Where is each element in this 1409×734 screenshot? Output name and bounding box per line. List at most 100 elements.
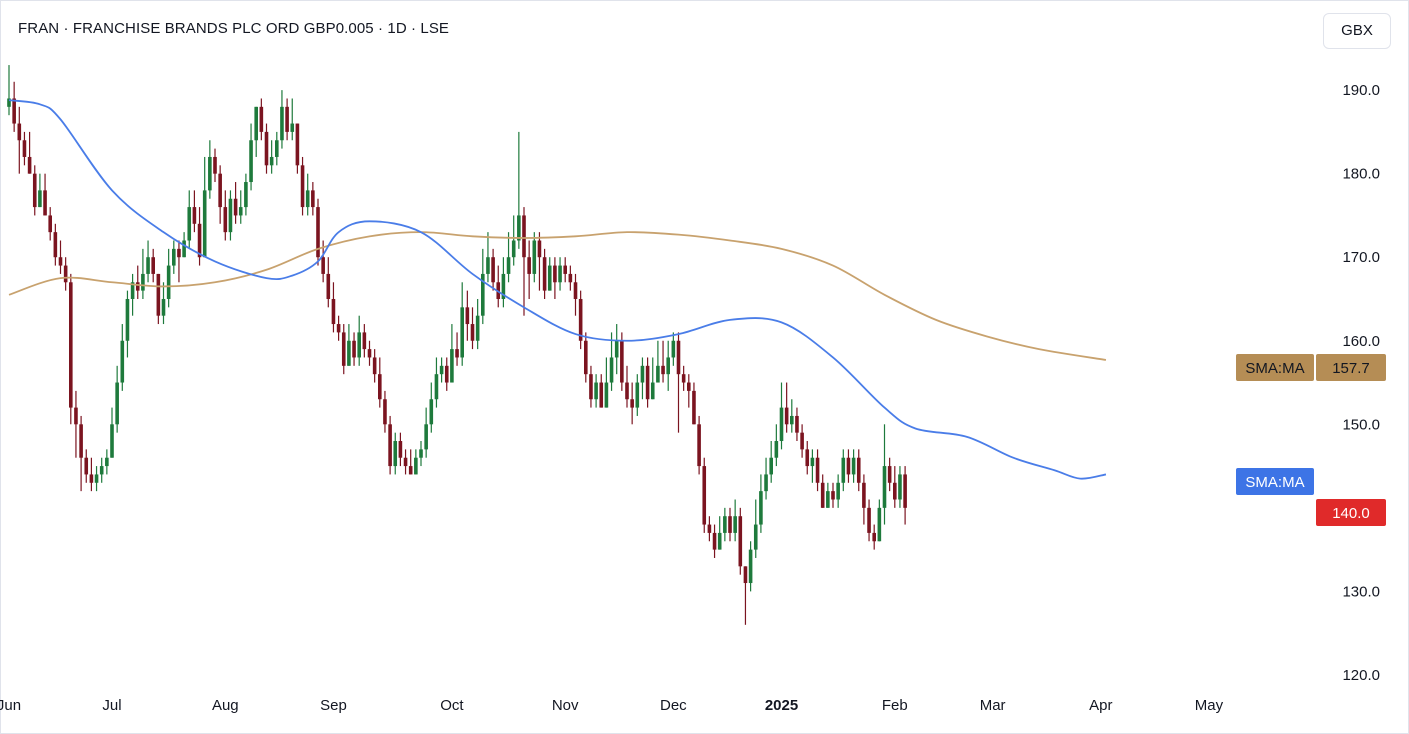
- candle-body: [846, 457, 851, 475]
- candle-body: [305, 190, 310, 208]
- candle: [532, 232, 537, 283]
- candle: [738, 507, 743, 575]
- candle: [769, 441, 773, 483]
- candle: [841, 449, 846, 492]
- candle: [357, 315, 361, 366]
- candle: [676, 332, 681, 433]
- candle: [12, 81, 16, 132]
- candle: [501, 257, 506, 308]
- candle-body: [661, 365, 665, 375]
- candle-body: [439, 365, 444, 375]
- candles-layer: [7, 65, 907, 625]
- candle-body: [223, 207, 228, 233]
- candle: [285, 98, 289, 141]
- x-tick-label: Nov: [552, 697, 579, 714]
- candle: [331, 282, 336, 333]
- candle-body: [419, 449, 423, 458]
- candle-body: [27, 156, 32, 174]
- candle: [717, 516, 722, 550]
- candle: [192, 190, 197, 233]
- candle-body: [372, 357, 377, 375]
- candle: [414, 449, 418, 475]
- candle-body: [717, 532, 722, 550]
- candle-body: [898, 474, 902, 500]
- sma-slow-tag-value: 157.7: [1332, 360, 1370, 377]
- candle: [408, 449, 413, 475]
- candle: [496, 265, 501, 308]
- candle: [547, 257, 552, 291]
- sma-fast-tag-label: SMA:MA: [1245, 474, 1304, 491]
- candle-body: [295, 123, 300, 166]
- candle: [877, 499, 882, 542]
- candle: [187, 190, 192, 249]
- candle: [671, 332, 676, 366]
- candle-body: [841, 457, 846, 483]
- candle-body: [506, 257, 511, 274]
- candle-body: [836, 482, 840, 500]
- candle: [450, 324, 454, 383]
- y-tick-label: 180.0: [1342, 166, 1380, 183]
- candle: [311, 182, 315, 216]
- candle-body: [336, 324, 341, 333]
- candle: [630, 382, 634, 425]
- candle-body: [553, 265, 557, 283]
- candle-body: [599, 382, 604, 408]
- candle-body: [831, 491, 835, 500]
- candle: [759, 474, 763, 533]
- x-tick-label: 2025: [765, 697, 798, 714]
- candle-body: [135, 282, 140, 291]
- candle-body: [94, 474, 99, 483]
- candle-body: [743, 566, 748, 584]
- candle-body: [408, 466, 413, 475]
- candle-body: [712, 532, 717, 550]
- y-tick-label: 120.0: [1342, 667, 1380, 684]
- candle-body: [764, 474, 768, 492]
- candle-body: [784, 407, 789, 425]
- candle-body: [450, 349, 454, 383]
- candle: [779, 382, 784, 450]
- candle-body: [589, 374, 593, 400]
- candle: [146, 240, 150, 283]
- candle: [69, 273, 73, 425]
- candle-body: [311, 190, 315, 208]
- candle: [573, 273, 578, 316]
- candle: [424, 407, 428, 458]
- candle: [486, 232, 490, 283]
- y-tick-label: 160.0: [1342, 333, 1380, 350]
- candle: [753, 499, 758, 558]
- x-tick-label: Oct: [440, 697, 464, 714]
- candle-body: [573, 282, 578, 299]
- sma-fast-tag-label-bg: [1236, 468, 1314, 495]
- candle: [506, 232, 511, 283]
- x-tick-label: Jun: [0, 697, 21, 714]
- candle-body: [753, 524, 758, 550]
- candle-body: [687, 382, 691, 391]
- candle-body: [290, 123, 295, 132]
- last-price-tag: 140.0: [1332, 505, 1370, 522]
- candle: [27, 131, 32, 174]
- candle: [105, 449, 109, 475]
- candle: [130, 273, 135, 316]
- candle: [594, 374, 598, 408]
- currency-button[interactable]: GBX: [1323, 13, 1391, 49]
- candle-body: [645, 365, 650, 400]
- y-tick-label: 130.0: [1342, 583, 1380, 600]
- candle-body: [656, 365, 660, 383]
- candle: [439, 357, 444, 383]
- candle-body: [893, 482, 897, 500]
- candle: [707, 516, 712, 542]
- candle: [372, 349, 377, 383]
- x-axis: Jun Jul Aug Sep Oct Nov Dec 2025 Feb Mar Apr May: [0, 697, 1224, 714]
- candle-body: [48, 215, 52, 233]
- candle: [305, 173, 310, 216]
- candle-body: [233, 198, 238, 216]
- candle-body: [238, 207, 243, 216]
- symbol-title: FRAN · FRANCHISE BRANDS PLC ORD GBP0.005…: [18, 20, 450, 37]
- candle: [558, 257, 562, 291]
- candle-body: [414, 457, 418, 475]
- candle-body: [352, 340, 356, 358]
- candle-body: [723, 516, 727, 533]
- candle: [856, 449, 861, 492]
- candle: [249, 123, 253, 191]
